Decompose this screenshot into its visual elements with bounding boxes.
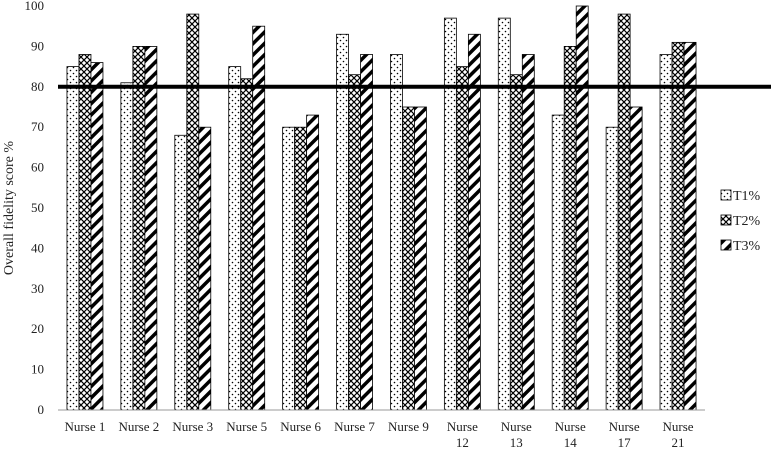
bar-t1-nurse-21 [659, 54, 673, 411]
x-tick-label-line: Nurse 3 [172, 419, 213, 434]
bar-t2-nurse-2 [132, 46, 146, 411]
bar-t2-nurse-12 [455, 66, 469, 411]
bar-t2-nurse-6 [294, 126, 308, 411]
bar-t3-nurse-9 [414, 106, 427, 411]
bar-t1-nurse-12 [443, 17, 457, 411]
bar-t2-nurse-17 [617, 13, 631, 411]
x-tick-label-line: Nurse 6 [280, 419, 321, 434]
x-tick-label: Nurse 5 [226, 419, 267, 434]
x-tick-label-line: Nurse [501, 419, 532, 434]
bar-t2-nurse-13 [509, 74, 523, 411]
bar-t3-nurse-14 [575, 5, 589, 411]
x-tick-label: Nurse 13 [501, 419, 532, 450]
legend-swatch-t3 [720, 239, 732, 251]
bar-t3-nurse-5 [252, 25, 266, 411]
x-tick-label-line: Nurse 1 [65, 419, 106, 434]
bar-t3-nurse-17 [629, 106, 643, 411]
y-axis-ticks: 0 10 20 30 40 50 60 70 80 90 100 [25, 0, 45, 417]
x-tick-label: Nurse 9 [388, 419, 429, 434]
bars-group [66, 5, 697, 411]
bar-t1-nurse-7 [336, 33, 349, 411]
bar-t3-nurse-13 [521, 54, 535, 411]
legend: T1% T2% T3% [720, 189, 761, 254]
bar-t3-nurse-3 [198, 126, 212, 411]
bar-t1-nurse-17 [605, 126, 619, 411]
y-tick-label: 90 [31, 38, 44, 53]
x-tick-label: Nurse 17 [609, 419, 640, 450]
x-tick-label: Nurse 21 [663, 419, 694, 450]
x-tick-label-line: 14 [564, 435, 578, 450]
y-tick-label: 20 [31, 321, 44, 336]
bar-t1-nurse-5 [228, 66, 242, 411]
y-tick-label: 100 [25, 0, 45, 13]
y-tick-label: 50 [31, 200, 44, 215]
bar-t3-nurse-6 [306, 114, 320, 411]
legend-swatch-t1 [720, 189, 732, 201]
bar-t3-nurse-12 [467, 33, 481, 411]
x-tick-label-line: Nurse [447, 419, 478, 434]
x-tick-label: Nurse 12 [447, 419, 478, 450]
y-tick-label: 60 [31, 160, 44, 175]
bar-t1-nurse-2 [120, 82, 134, 411]
bar-t2-nurse-5 [240, 78, 254, 411]
bar-t1-nurse-3 [174, 134, 188, 411]
bar-t3-nurse-1 [90, 62, 104, 411]
y-tick-label: 30 [31, 281, 44, 296]
bar-t2-nurse-1 [78, 54, 92, 411]
x-tick-label-line: Nurse 2 [118, 419, 159, 434]
bar-t1-nurse-1 [66, 66, 80, 411]
bar-t3-nurse-7 [360, 54, 373, 411]
x-tick-label: Nurse 2 [118, 419, 159, 434]
x-tick-label: Nurse 14 [555, 419, 586, 450]
bar-t3-nurse-2 [144, 46, 158, 411]
bar-t1-nurse-14 [551, 114, 565, 411]
y-tick-label: 0 [38, 402, 45, 417]
legend-label-t2: T2% [733, 214, 761, 229]
y-tick-label: 40 [31, 240, 44, 255]
bar-t1-nurse-13 [497, 17, 511, 411]
x-tick-label-line: 21 [672, 435, 685, 450]
x-tick-label-line: Nurse [609, 419, 640, 434]
x-tick-label-line: Nurse [663, 419, 694, 434]
x-tick-label-line: 17 [618, 435, 632, 450]
bar-t2-nurse-3 [186, 13, 200, 411]
bar-t1-nurse-6 [282, 126, 296, 411]
x-tick-label: Nurse 6 [280, 419, 321, 434]
x-axis-labels: Nurse 1 Nurse 2 Nurse 3 Nurse 5 Nurse 6 Nurse… [65, 419, 694, 450]
y-tick-label: 70 [31, 119, 44, 134]
bar-t1-nurse-9 [390, 54, 403, 411]
x-tick-label-line: Nurse 9 [388, 419, 429, 434]
x-tick-label: Nurse 7 [334, 419, 375, 434]
y-tick-label: 80 [31, 79, 44, 94]
x-tick-label-line: Nurse [555, 419, 586, 434]
bar-t2-nurse-21 [671, 41, 685, 411]
legend-label-t1: T1% [733, 189, 761, 204]
bar-t2-nurse-14 [563, 46, 577, 411]
x-tick-label: Nurse 3 [172, 419, 213, 434]
y-tick-label: 10 [31, 362, 44, 377]
x-tick-label-line: Nurse 7 [334, 419, 375, 434]
x-tick-label-line: Nurse 5 [226, 419, 267, 434]
legend-swatch-t2 [720, 214, 732, 226]
legend-label-t3: T3% [733, 239, 761, 254]
x-tick-label-line: 12 [456, 435, 469, 450]
x-tick-label: Nurse 1 [65, 419, 106, 434]
bar-t2-nurse-9 [402, 106, 415, 411]
bar-t2-nurse-7 [348, 74, 361, 411]
bar-t3-nurse-21 [683, 41, 697, 411]
x-tick-label-line: 13 [510, 435, 523, 450]
y-axis-label: Overall fidelity score % [2, 141, 17, 275]
